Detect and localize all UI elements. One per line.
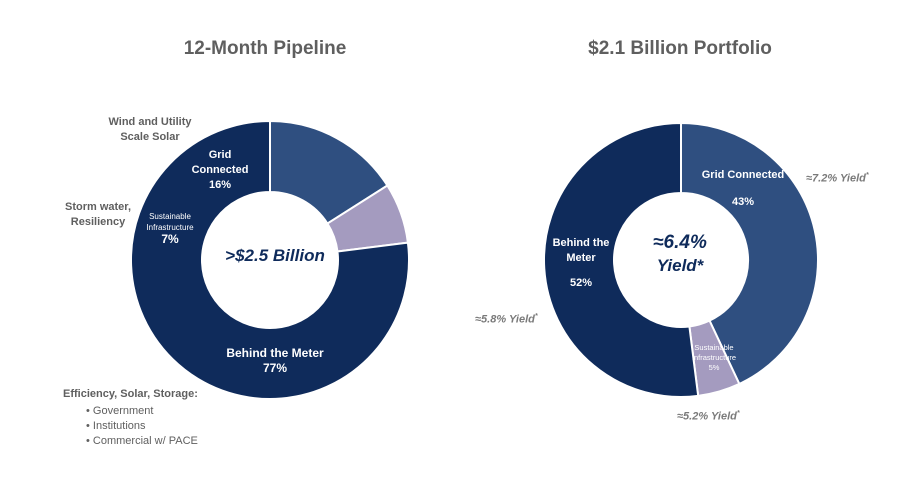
yield-grid-text: ≈7.2% Yield bbox=[806, 172, 866, 185]
right-btm-pct: 52% bbox=[569, 277, 593, 289]
right-center-line2: Yield* bbox=[656, 256, 704, 275]
left-grid-pct: 16% bbox=[208, 179, 232, 191]
right-center-line1: ≈6.4% bbox=[653, 232, 707, 253]
callout-efficiency-bullets: • Government • Institutions • Commercial… bbox=[86, 404, 198, 449]
left-grid-line2: Connected bbox=[191, 164, 249, 176]
yield-grid-mark: * bbox=[865, 172, 869, 179]
left-chart-title: 12-Month Pipeline bbox=[183, 38, 347, 59]
callout-wind-solar: Wind and Utility Scale Solar bbox=[95, 115, 205, 145]
bullet-item: • Government bbox=[86, 405, 154, 417]
left-btm-line1: Behind the Meter bbox=[226, 346, 324, 360]
left-sust-line2: Infrastructure bbox=[146, 223, 194, 232]
left-slice-label-sust: Sustainable Infrastructure 7% bbox=[134, 211, 206, 246]
yield-btm-text: ≈5.8% Yield bbox=[475, 313, 535, 326]
yield-sust-text: ≈5.2% Yield bbox=[677, 410, 737, 423]
left-btm-pct: 77% bbox=[262, 361, 288, 375]
right-sust-line1: Sustainable bbox=[694, 343, 734, 352]
right-chart-title: $2.1 Billion Portfolio bbox=[588, 38, 772, 59]
right-center-label: ≈6.4% Yield* bbox=[630, 231, 730, 277]
bullet-item: • Commercial w/ PACE bbox=[86, 435, 198, 447]
right-btm-line1: Behind the bbox=[552, 237, 610, 249]
right-slice-label-sust: Sustainable Infrastructure 5% bbox=[679, 343, 749, 373]
right-slice-label-grid: Grid Connected 43% bbox=[693, 168, 793, 210]
yield-sust: ≈5.2% Yield* bbox=[677, 410, 740, 423]
callout-storm-water: Storm water, Resiliency bbox=[58, 200, 138, 230]
left-slice-label-btm: Behind the Meter 77% bbox=[210, 346, 340, 376]
callout-wind-line1: Wind and Utility bbox=[108, 116, 192, 128]
right-grid-line1: Grid Connected bbox=[701, 169, 785, 181]
callout-efficiency-heading: Efficiency, Solar, Storage: bbox=[63, 388, 198, 400]
left-sust-line1: Sustainable bbox=[149, 212, 191, 221]
left-sust-pct: 7% bbox=[161, 232, 179, 246]
right-sust-pct: 5% bbox=[708, 363, 720, 372]
left-slice-grid bbox=[269, 119, 389, 225]
left-slice-label-grid: Grid Connected 16% bbox=[180, 148, 260, 193]
bullet-government: Government bbox=[92, 405, 154, 417]
yield-btm-mark: * bbox=[534, 313, 538, 320]
right-slice-label-btm: Behind the Meter 52% bbox=[541, 236, 621, 291]
callout-wind-line2: Scale Solar bbox=[120, 131, 180, 143]
callout-storm-line2: Resiliency bbox=[70, 216, 126, 228]
right-slice-grid bbox=[680, 121, 819, 386]
right-grid-pct: 43% bbox=[731, 196, 755, 208]
bullet-item: • Institutions bbox=[86, 420, 146, 432]
callout-storm-line1: Storm water, bbox=[64, 201, 132, 213]
left-center-label: >$2.5 Billion bbox=[225, 246, 325, 265]
yield-sust-mark: * bbox=[736, 410, 740, 417]
left-slice-btm bbox=[130, 119, 410, 400]
yield-grid: ≈7.2% Yield* bbox=[806, 172, 869, 185]
yield-btm: ≈5.8% Yield* bbox=[475, 313, 538, 326]
left-grid-line1: Grid bbox=[208, 149, 232, 161]
right-btm-line2: Meter bbox=[566, 252, 596, 264]
bullet-institutions: Institutions bbox=[92, 420, 146, 432]
right-slice-btm bbox=[543, 121, 700, 398]
bullet-commercial: Commercial w/ PACE bbox=[92, 435, 198, 447]
right-sust-line2: Infrastructure bbox=[691, 353, 737, 362]
